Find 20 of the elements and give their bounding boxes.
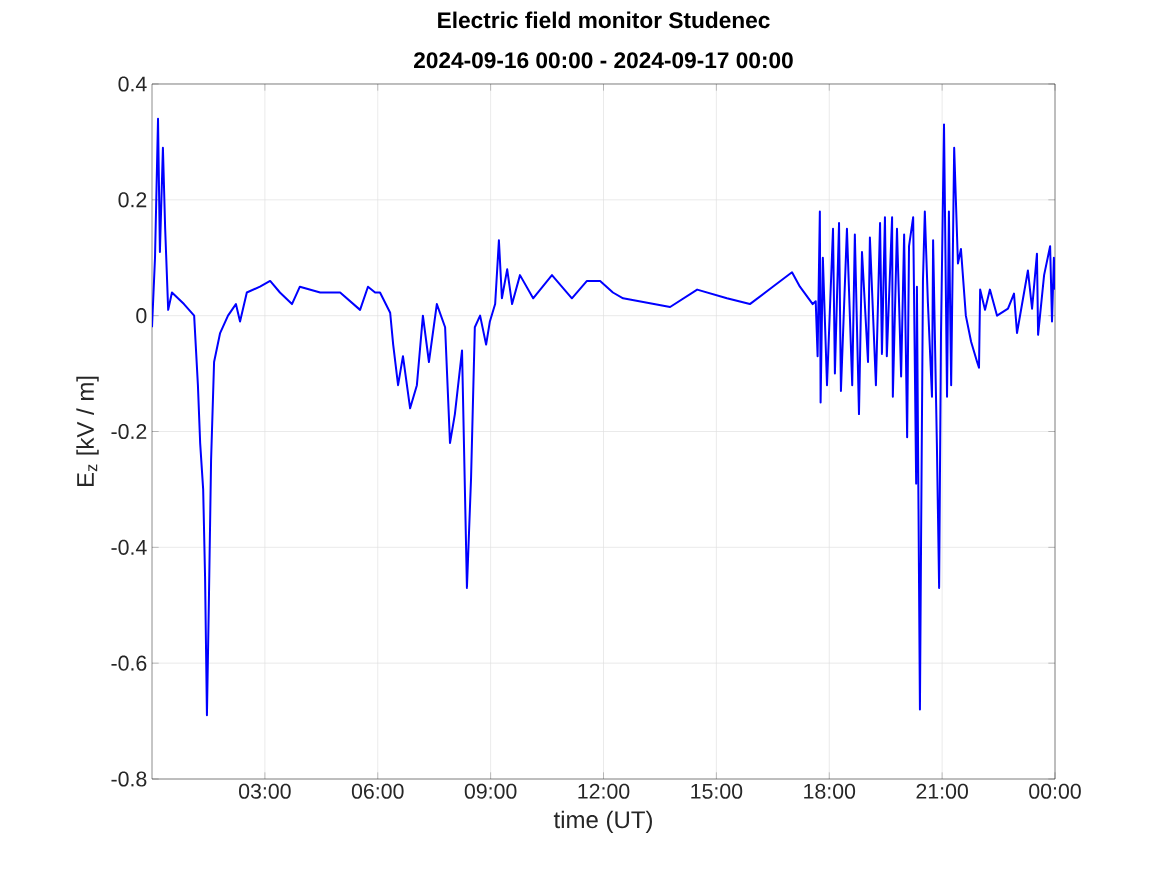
x-tick-label: 06:00 xyxy=(351,783,404,799)
x-tick-label: 03:00 xyxy=(239,783,291,799)
y-tick-label: 0.2 xyxy=(118,192,147,208)
x-tick-label: 09:00 xyxy=(464,783,517,799)
chart-subtitle: 2024-09-16 00:00 - 2024-09-17 00:00 xyxy=(414,52,793,69)
y-tick-label: -0.8 xyxy=(111,771,147,787)
y-tick-label: 0.4 xyxy=(118,76,147,92)
y-tick-label: 0 xyxy=(136,308,147,324)
x-tick-label: 21:00 xyxy=(916,783,968,799)
chart-title: Electric field monitor Studenec xyxy=(438,11,770,29)
x-tick-label: 15:00 xyxy=(691,783,743,799)
y-tick-label: -0.6 xyxy=(111,655,147,671)
x-tick-label: 18:00 xyxy=(804,783,856,799)
x-axis-title: time (UT) xyxy=(553,810,652,833)
x-tick-label: 00:00 xyxy=(1029,783,1081,799)
line-series xyxy=(152,117,1056,717)
y-axis-title: E$_{z}$ [kV / m] xyxy=(76,376,99,487)
y-tick-label: -0.4 xyxy=(111,539,147,555)
x-tick-label: 12:00 xyxy=(578,783,630,799)
y-tick-label: -0.2 xyxy=(111,423,147,440)
